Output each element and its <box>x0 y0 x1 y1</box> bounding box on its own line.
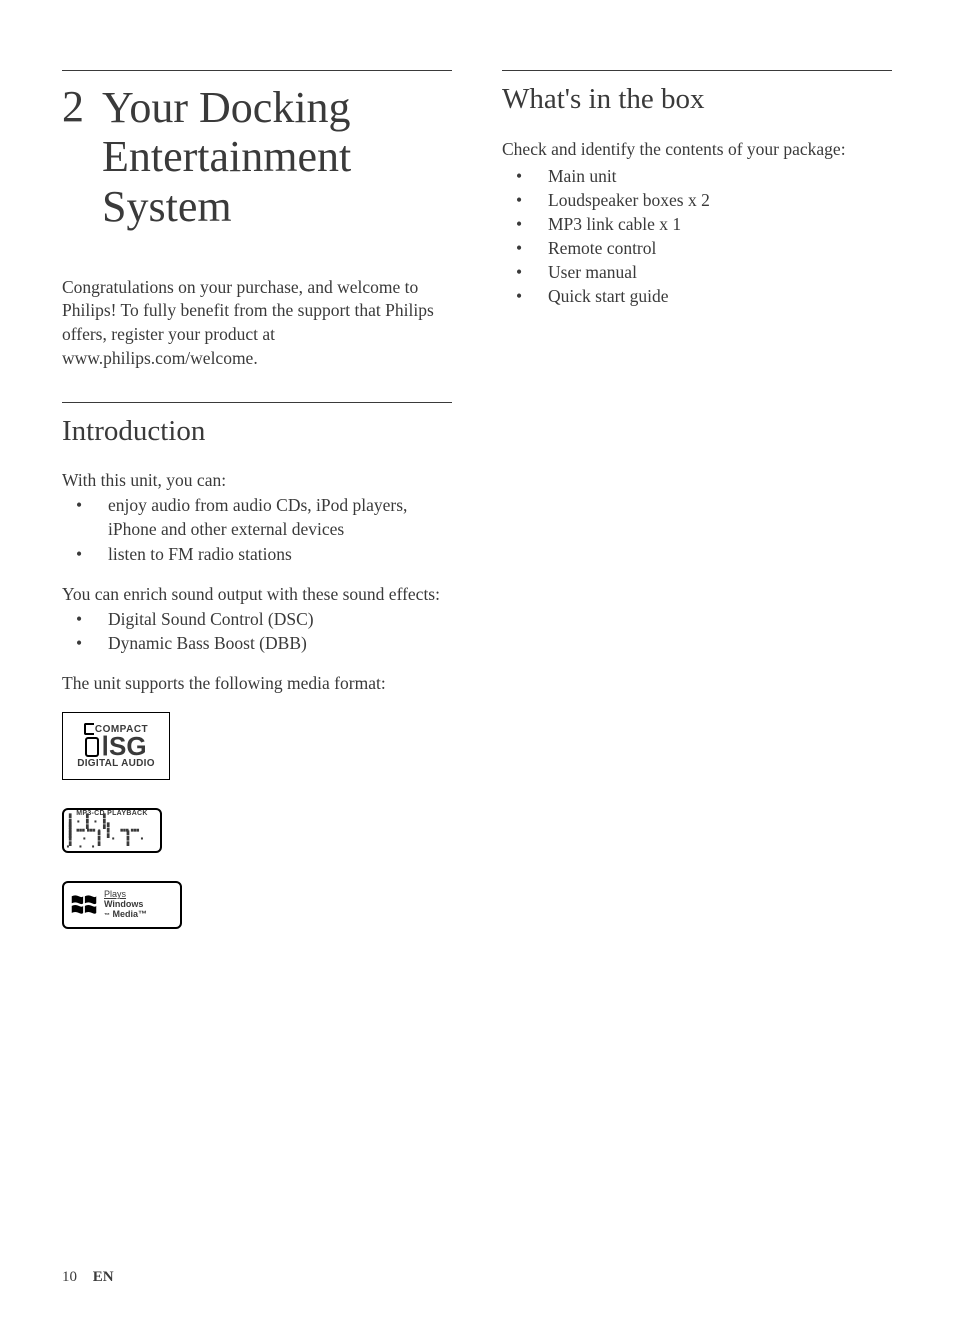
list-item: Loudspeaker boxes x 2 <box>502 188 892 212</box>
section-rule <box>502 70 892 71</box>
intro-paragraph: Congratulations on your purchase, and we… <box>62 276 452 371</box>
sub-heading-media-format: The unit supports the following media fo… <box>62 673 452 694</box>
list-item: Quick start guide <box>502 284 892 308</box>
list-item: Main unit <box>502 164 892 188</box>
sub-heading-sound-effects: You can enrich sound output with these s… <box>62 584 452 605</box>
right-column: What's in the box Check and identify the… <box>502 70 892 957</box>
windows-media-logo: Plays Windows ™ Media™ <box>62 881 452 929</box>
page-lang: EN <box>93 1269 114 1285</box>
page-number: 10 <box>62 1269 77 1285</box>
list-item: listen to FM radio stations <box>62 542 452 566</box>
wm-media: Media™ <box>113 909 148 919</box>
section-introduction-heading: Introduction <box>62 415 452 448</box>
list-item: enjoy audio from audio CDs, iPod players… <box>62 493 452 541</box>
chapter-title: Your Docking Entertainment System <box>102 83 452 231</box>
sound-effects-list: Digital Sound Control (DSC) Dynamic Bass… <box>62 607 452 655</box>
windows-flag-icon <box>70 891 98 919</box>
list-item: Digital Sound Control (DSC) <box>62 607 452 631</box>
list-item: User manual <box>502 260 892 284</box>
section-whats-in-box-heading: What's in the box <box>502 83 892 116</box>
sub-heading-unit-can: With this unit, you can: <box>62 470 452 491</box>
mp3-cd-logo: MP3-CD PLAYBACK ┇·┇·┇ ┇┅┅·┇ ┅┅ ┇ · ┇ · ┇… <box>62 808 452 853</box>
list-item: Dynamic Bass Boost (DBB) <box>62 631 452 655</box>
chapter-heading: 2 Your Docking Entertainment System <box>62 70 452 231</box>
page-columns: 2 Your Docking Entertainment System Cong… <box>62 70 892 957</box>
list-item: MP3 link cable x 1 <box>502 212 892 236</box>
section-rule <box>62 402 452 403</box>
box-contents-list: Main unit Loudspeaker boxes x 2 MP3 link… <box>502 164 892 309</box>
unit-can-list: enjoy audio from audio CDs, iPod players… <box>62 493 452 565</box>
left-column: 2 Your Docking Entertainment System Cong… <box>62 70 452 957</box>
compact-disc-logo: COMPACT ⅠSG DIGITAL AUDIO <box>62 712 452 780</box>
page-footer: 10 EN <box>62 1269 114 1286</box>
list-item: Remote control <box>502 236 892 260</box>
cd-logo-digital-audio: DIGITAL AUDIO <box>77 758 155 769</box>
box-paragraph: Check and identify the contents of your … <box>502 138 892 162</box>
chapter-number: 2 <box>62 83 84 131</box>
